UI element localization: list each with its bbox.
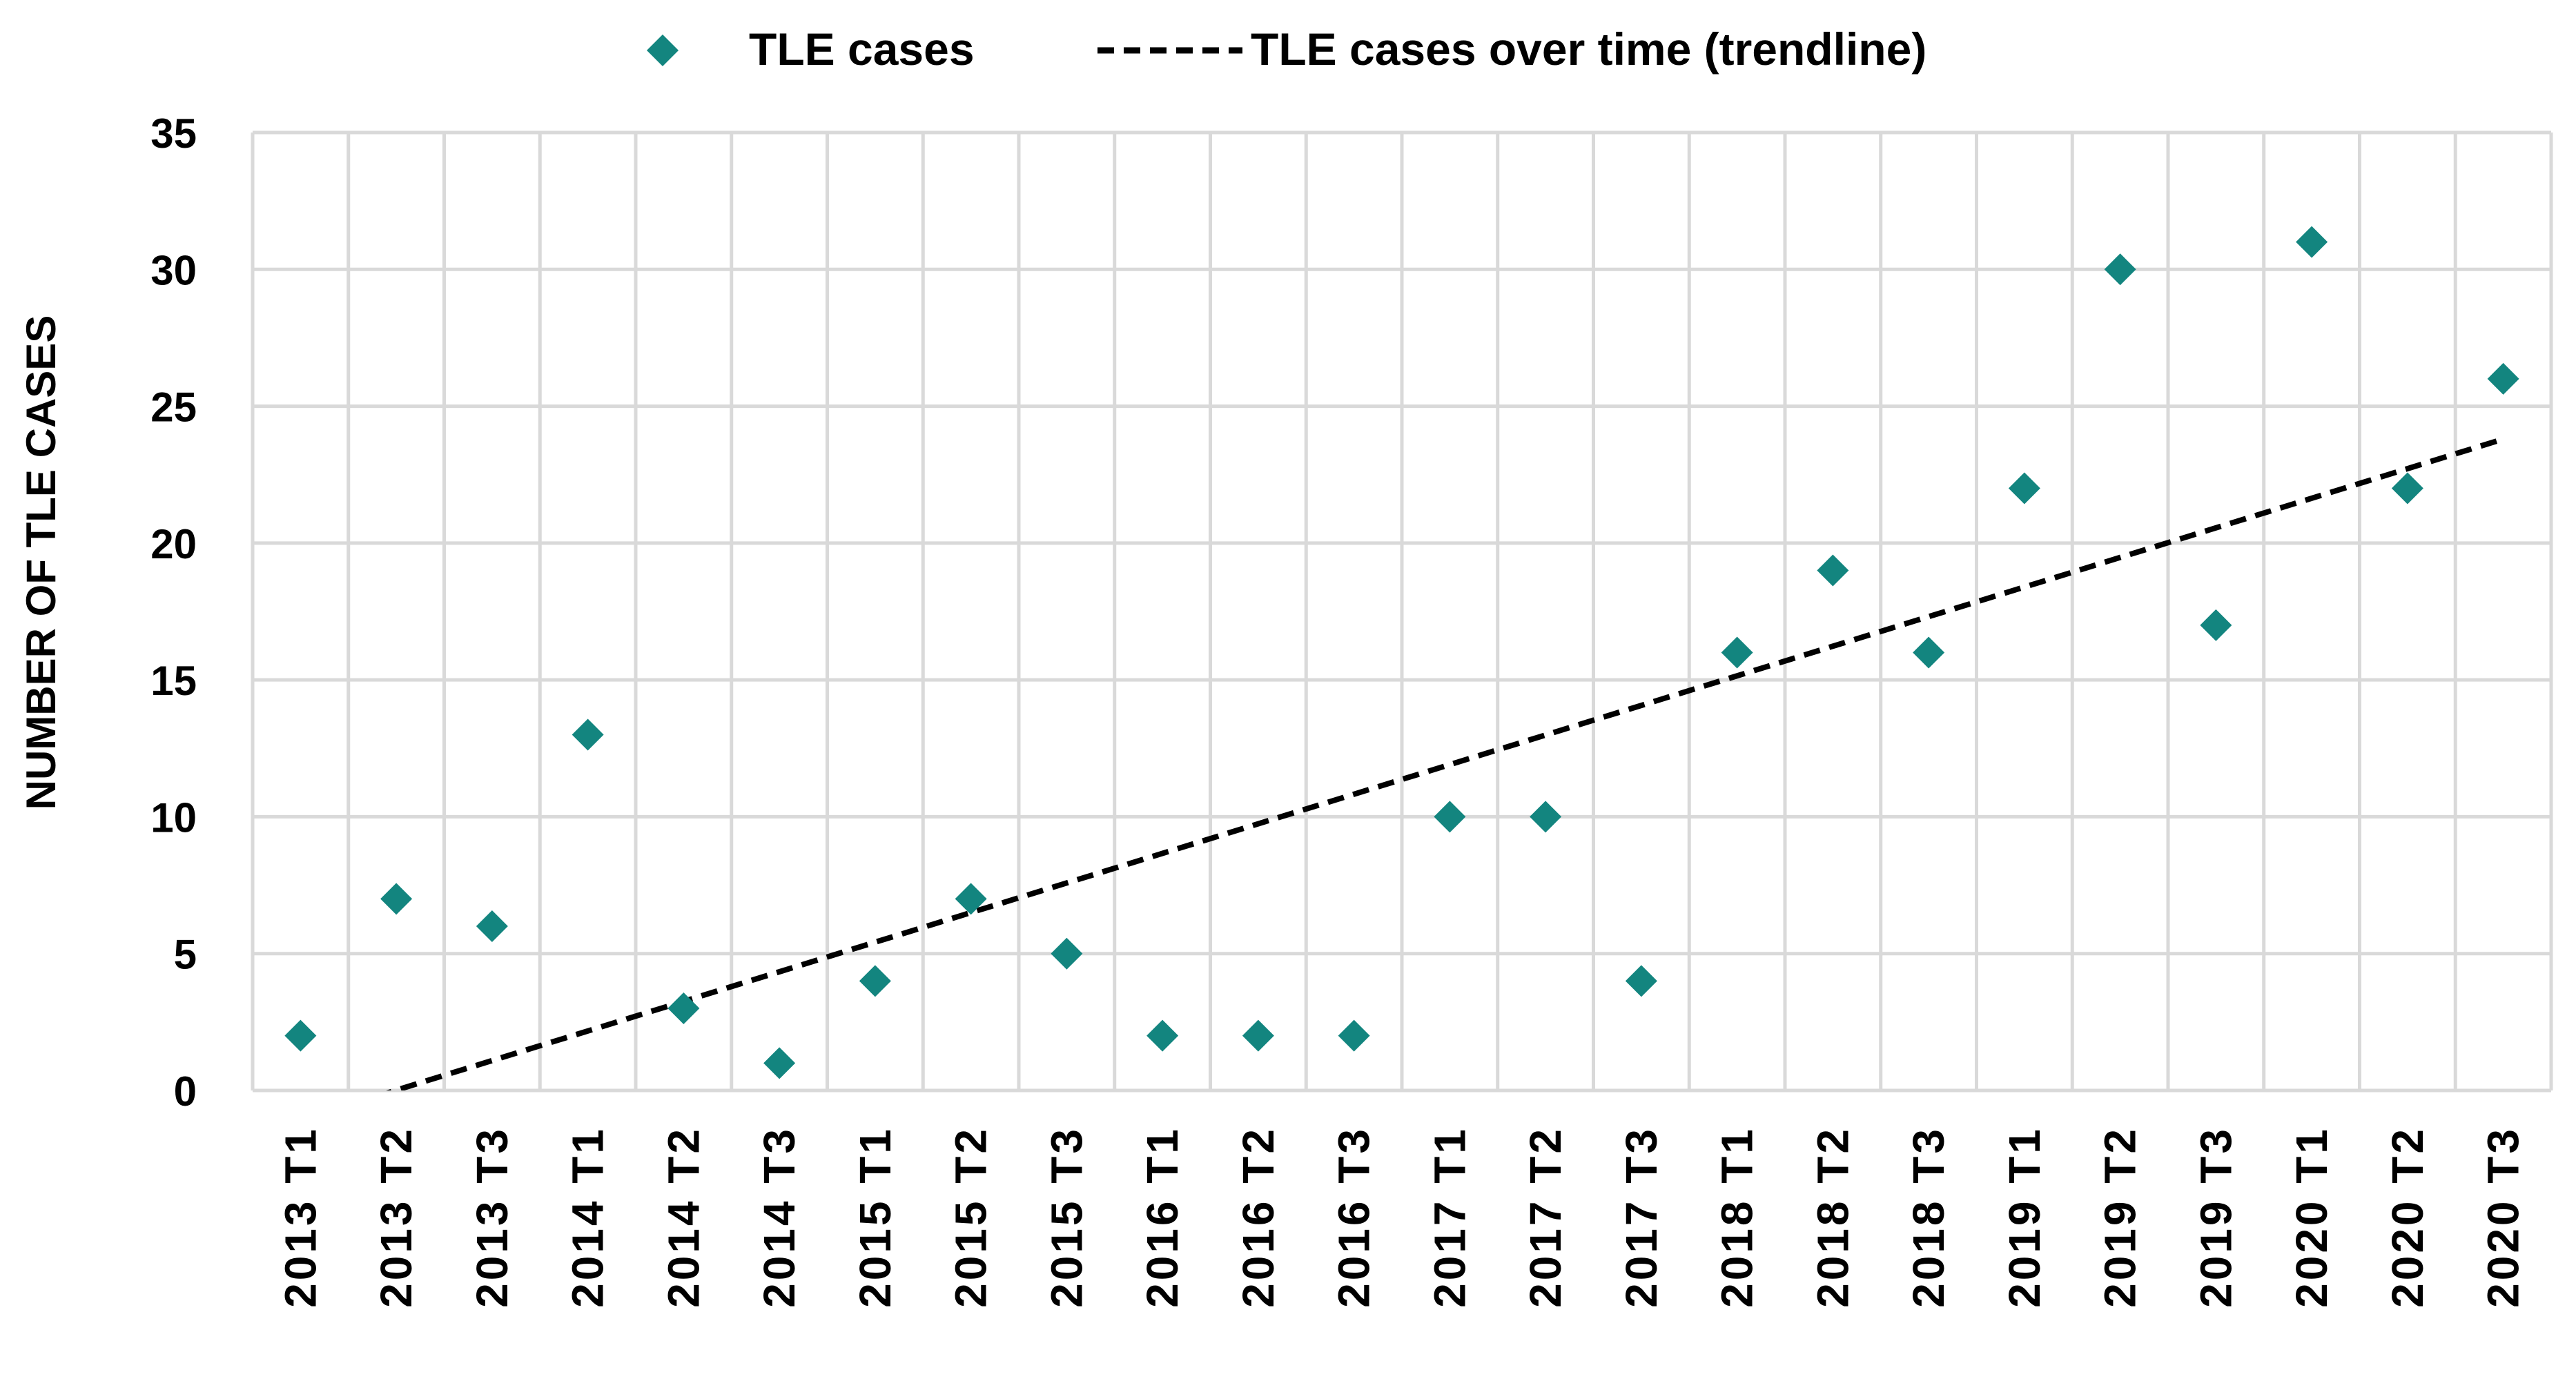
x-tick-label: 2013 T2: [371, 1126, 421, 1308]
y-tick-label: 5: [174, 932, 197, 978]
y-tick-label: 25: [150, 384, 197, 431]
y-tick-label: 15: [150, 658, 197, 704]
trendline-layer: [386, 436, 2504, 1090]
legend-label-trendline: TLE cases over time (trendline): [1251, 23, 1926, 75]
x-tick-label: 2017 T1: [1425, 1126, 1474, 1308]
y-tick-label: 35: [150, 110, 197, 157]
y-tick-label: 10: [150, 794, 197, 841]
data-point-marker: [1434, 801, 1466, 833]
x-tick-label: 2013 T1: [275, 1126, 325, 1308]
x-tick-label: 2013 T3: [467, 1126, 517, 1308]
x-tick-label: 2014 T3: [754, 1126, 804, 1308]
x-tick-label: 2016 T3: [1329, 1126, 1379, 1308]
trendline: [386, 436, 2504, 1090]
x-tick-label: 2015 T2: [946, 1126, 996, 1308]
x-tick-label: 2019 T3: [2191, 1126, 2241, 1308]
data-point-marker: [1338, 1019, 1370, 1052]
data-point-marker: [476, 910, 508, 943]
data-point-marker: [1051, 937, 1083, 970]
x-tick-label: 2017 T2: [1521, 1126, 1570, 1308]
data-point-marker: [1146, 1019, 1179, 1052]
data-point-marker: [1242, 1019, 1274, 1052]
data-point-marker: [2200, 609, 2232, 641]
data-point-marker: [2296, 226, 2328, 258]
x-tick-label: 2018 T1: [1713, 1126, 1762, 1308]
data-point-marker: [667, 992, 700, 1025]
data-point-marker: [763, 1047, 796, 1079]
data-point-marker: [2104, 253, 2136, 286]
x-axis-ticks: 2013 T1 2013 T2 2013 T3 2014 T1 2014 T2 2014 …: [275, 1126, 2528, 1308]
y-tick-label: 20: [150, 521, 197, 567]
x-tick-label: 2019 T1: [2000, 1126, 2049, 1308]
x-tick-label: 2015 T1: [850, 1126, 900, 1308]
legend-label-tle-cases: TLE cases: [749, 23, 975, 75]
y-axis-ticks: 0 5 10 15 20 25 30 35: [150, 110, 197, 1115]
x-tick-label: 2017 T3: [1617, 1126, 1666, 1308]
data-point-marker: [572, 718, 604, 751]
x-tick-label: 2020 T1: [2287, 1126, 2336, 1308]
marker-layer: [284, 226, 2519, 1079]
data-point-marker: [1913, 636, 1945, 669]
x-tick-label: 2019 T2: [2096, 1126, 2145, 1308]
legend-diamond-icon: [647, 35, 679, 66]
data-point-marker: [2008, 472, 2040, 505]
x-tick-label: 2018 T3: [1904, 1126, 1953, 1308]
y-axis-title: NUMBER OF TLE CASES: [18, 315, 64, 810]
data-point-marker: [1625, 965, 1657, 997]
x-tick-label: 2015 T3: [1042, 1126, 1091, 1308]
x-tick-label: 2014 T1: [563, 1126, 613, 1308]
x-tick-label: 2016 T2: [1233, 1126, 1283, 1308]
y-tick-label: 0: [174, 1068, 197, 1115]
x-tick-label: 2018 T2: [1808, 1126, 1857, 1308]
legend: TLE cases TLE cases over time (trendline…: [647, 23, 1926, 75]
x-tick-label: 2020 T3: [2479, 1126, 2528, 1308]
data-point-marker: [1721, 636, 1753, 669]
grid: [251, 130, 2553, 1093]
data-point-marker: [1530, 801, 1562, 833]
data-point-marker: [2391, 472, 2423, 505]
y-tick-label: 30: [150, 247, 197, 293]
x-tick-label: 2016 T1: [1138, 1126, 1187, 1308]
data-point-marker: [955, 883, 987, 915]
x-tick-label: 2014 T2: [658, 1126, 708, 1308]
data-point-marker: [284, 1019, 317, 1052]
data-point-marker: [1817, 554, 1849, 587]
data-point-marker: [2487, 362, 2519, 395]
data-point-marker: [380, 883, 413, 915]
x-tick-label: 2020 T2: [2383, 1126, 2432, 1308]
data-point-marker: [859, 965, 891, 997]
